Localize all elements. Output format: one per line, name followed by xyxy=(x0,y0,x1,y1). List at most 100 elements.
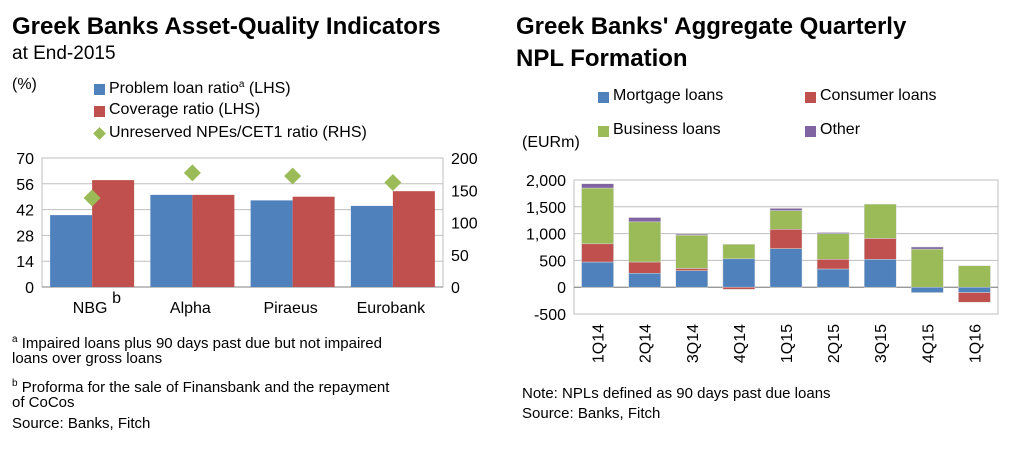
segment-other xyxy=(911,246,944,250)
segment-consumer xyxy=(581,243,614,263)
left-y-tick-label: 14 xyxy=(16,254,34,271)
right-y-tick-label: -500 xyxy=(534,307,566,324)
segment-business xyxy=(628,221,661,263)
left-x-tick-label: Eurobank xyxy=(357,300,426,317)
legend-problem-loan-suffix: (LHS) xyxy=(244,80,291,97)
footnote-b-line2: of CoCos xyxy=(12,394,75,411)
right-x-tick-label: 1Q15 xyxy=(779,324,796,363)
segment-consumer xyxy=(816,259,850,270)
right-x-tick-label: 2Q15 xyxy=(826,324,843,363)
footnote-b-mark: b xyxy=(12,378,18,389)
segment-mortgage xyxy=(958,286,991,293)
right-note: Note: NPLs defined as 90 days past due l… xyxy=(522,385,831,402)
left-y-tick-label: 56 xyxy=(16,177,34,194)
footnote-a-line1: a Impaired loans plus 90 days past due b… xyxy=(12,330,382,353)
right-x-tick-label: 4Q14 xyxy=(732,324,749,363)
bar-problem-loan-ratio xyxy=(150,194,193,287)
legend-swatch-other xyxy=(805,126,816,137)
legend-label-coverage: Coverage ratio (LHS) xyxy=(109,101,261,118)
legend-problem-loan-sup: a xyxy=(238,79,245,90)
segment-consumer xyxy=(722,286,756,290)
legend-swatch-consumer xyxy=(805,92,816,103)
segment-mortgage xyxy=(628,273,661,288)
right-chart-title-line2: NPL Formation xyxy=(516,45,688,72)
left-y2-tick-label: 150 xyxy=(451,183,478,200)
left-x-tick-label: Alpha xyxy=(170,300,211,317)
right-y-tick-label: 2,000 xyxy=(526,173,566,190)
left-chart-title: Greek Banks Asset-Quality Indicators xyxy=(12,13,441,40)
legend-label-consumer: Consumer loans xyxy=(820,87,937,104)
left-y2-tick-label: 50 xyxy=(451,248,469,265)
footnote-a-mark: a xyxy=(12,334,18,345)
left-source: Source: Banks, Fitch xyxy=(12,415,151,432)
segment-mortgage xyxy=(863,259,897,288)
segment-consumer xyxy=(958,292,991,303)
right-x-tick-label: 1Q14 xyxy=(591,324,608,363)
segment-mortgage xyxy=(581,261,614,288)
bar-coverage-ratio xyxy=(292,196,335,287)
bar-coverage-ratio xyxy=(392,191,435,287)
right-chart-title-line1: Greek Banks' Aggregate Quarterly xyxy=(516,13,907,40)
segment-business xyxy=(958,265,991,288)
segment-mortgage xyxy=(675,270,709,288)
right-y-tick-label: 1,000 xyxy=(526,227,566,244)
marker-unreserved-npe xyxy=(284,167,302,185)
segment-mortgage xyxy=(816,268,850,288)
right-x-tick-label: 3Q15 xyxy=(873,324,890,363)
left-x-tick-label: NBG xyxy=(73,300,108,317)
legend-label-mortgage: Mortgage loans xyxy=(613,87,724,104)
right-y-tick-label: 500 xyxy=(539,253,566,270)
bar-problem-loan-ratio xyxy=(50,215,93,287)
right-x-tick-label: 4Q15 xyxy=(920,324,937,363)
legend-label-business: Business loans xyxy=(613,121,721,138)
segment-other xyxy=(769,208,803,211)
legend-swatch-coverage xyxy=(94,106,105,117)
legend-problem-loan-text: Problem loan ratio xyxy=(109,80,239,97)
left-y2-tick-label: 200 xyxy=(451,151,478,168)
right-x-tick-label: 3Q14 xyxy=(685,324,702,363)
left-y-tick-label: 42 xyxy=(16,203,34,220)
left-y-tick-label: 70 xyxy=(16,151,34,168)
legend-swatch-business xyxy=(598,126,609,137)
left-y-tick-label: 28 xyxy=(16,228,34,245)
right-plot-frame xyxy=(573,179,999,315)
segment-business xyxy=(769,210,803,230)
segment-other xyxy=(675,233,709,236)
right-source: Source: Banks, Fitch xyxy=(522,405,661,422)
footnote-b-line1: b Proforma for the sale of Finansbank an… xyxy=(12,374,389,397)
segment-consumer xyxy=(769,229,803,249)
segment-mortgage xyxy=(769,248,803,288)
segment-business xyxy=(863,203,897,239)
bar-problem-loan-ratio xyxy=(350,205,393,287)
segment-business xyxy=(581,187,614,245)
bar-coverage-ratio xyxy=(192,194,235,287)
segment-mortgage xyxy=(911,286,944,293)
bar-problem-loan-ratio xyxy=(250,200,293,287)
right-y-tick-label: 1,500 xyxy=(526,200,566,217)
segment-mortgage xyxy=(722,258,756,288)
segment-other xyxy=(628,217,661,223)
left-y2-tick-label: 100 xyxy=(451,216,478,233)
marker-unreserved-npe xyxy=(83,189,101,207)
legend-label-unreserved: Unreserved NPEs/CET1 ratio (RHS) xyxy=(109,124,367,141)
marker-unreserved-npe xyxy=(384,174,402,191)
left-chart-subtitle: at End-2015 xyxy=(12,43,116,64)
segment-business xyxy=(911,248,944,288)
left-y-tick-label: 0 xyxy=(25,280,34,297)
legend-swatch-problem-loan xyxy=(94,84,105,95)
marker-unreserved-npe xyxy=(183,164,201,182)
left-x-tick-label: Piraeus xyxy=(264,300,318,317)
right-x-tick-label: 2Q14 xyxy=(638,324,655,363)
right-x-tick-label: 1Q16 xyxy=(967,324,984,363)
footnote-a-text: Impaired loans plus 90 days past due but… xyxy=(17,335,382,352)
segment-other xyxy=(581,183,614,189)
footnote-b-text: Proforma for the sale of Finansbank and … xyxy=(17,379,390,396)
left-unit-label: (%) xyxy=(12,76,37,93)
left-y2-tick-label: 0 xyxy=(451,280,460,297)
legend-label-problem-loan: Problem loan ratioa (LHS) xyxy=(109,79,291,98)
segment-consumer xyxy=(675,268,709,271)
segment-business xyxy=(722,244,756,260)
segment-business xyxy=(675,234,709,269)
